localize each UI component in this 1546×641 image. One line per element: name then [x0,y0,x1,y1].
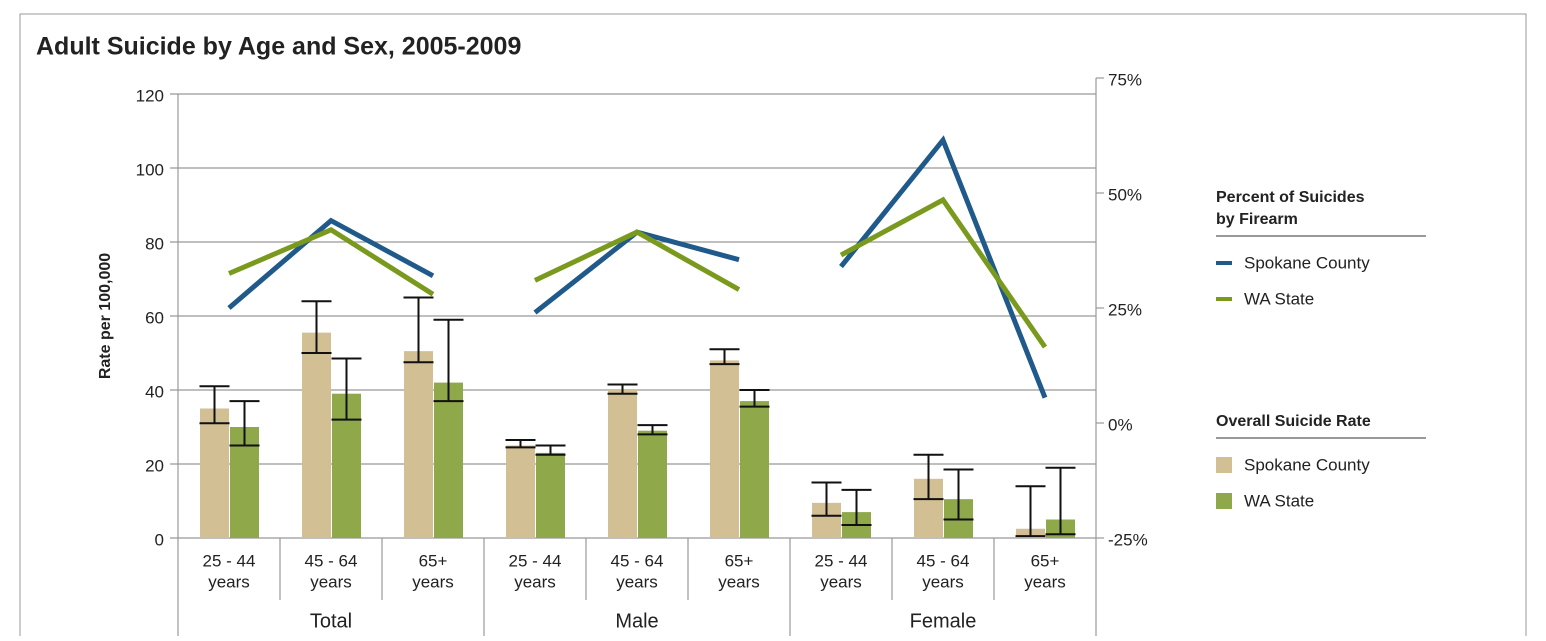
y-tick-label: 120 [136,86,164,105]
y2-tick-label: 75% [1108,70,1142,89]
x-tick-label: years [616,572,658,591]
line [533,229,741,292]
error-bar [1045,466,1076,536]
chart-title: Adult Suicide by Age and Sex, 2005-2009 [36,33,521,61]
bar [302,332,331,538]
y-tick-label: 20 [145,456,164,475]
x-tick-label: 45 - 64 [305,551,358,570]
x-tick-label: 65+ [725,551,754,570]
error-bar [229,400,260,447]
x-tick-label: years [922,572,964,591]
line [839,196,1048,349]
legend-label: WA State [1244,289,1314,308]
x-tick-label: 25 - 44 [203,551,256,570]
x-tick-label: years [310,572,352,591]
y-tick-label: 60 [145,308,164,327]
legend-title: Overall Suicide Rate [1216,413,1371,430]
y-tick-label: 40 [145,382,164,401]
y2-tick-label: 50% [1108,185,1142,204]
error-bar [913,453,944,501]
error-bar [739,389,770,408]
frame [19,13,1527,641]
error-bar [301,300,332,354]
legend-label: Spokane County [1244,253,1370,272]
group-label: Total [310,610,352,632]
x-tick-label: 65+ [419,551,448,570]
error-bar [709,348,740,366]
legend-swatch [1216,457,1232,473]
bar [710,360,739,538]
legend-title: by Firearm [1216,211,1298,228]
bar [434,382,463,538]
x-tick-label: years [412,572,454,591]
bar [638,430,667,538]
legend-title: Percent of Suicides [1216,189,1365,206]
legend-label: Spokane County [1244,455,1370,474]
x-tick-label: 45 - 64 [917,551,970,570]
legend-swatch [1216,493,1232,509]
y-tick-label: 80 [145,234,164,253]
error-bar [199,385,230,425]
error-bar [403,296,434,364]
x-tick-label: 65+ [1031,551,1060,570]
error-bar [505,438,536,449]
legend-label: WA State [1244,491,1314,510]
y-axis-label: Rate per 100,000 [97,253,114,379]
group-label: Female [910,610,977,632]
error-bar [841,488,872,527]
error-bar [433,318,464,403]
bar [200,408,229,538]
error-bar [637,424,668,436]
error-bar [1015,485,1046,538]
error-bar [331,357,362,421]
y-tick-label: 100 [136,160,164,179]
bar [404,351,433,538]
bar [608,390,637,538]
y2-tick-label: -25% [1108,530,1148,549]
y2-tick-label: 25% [1108,300,1142,319]
x-tick-label: years [820,572,862,591]
line [228,226,435,297]
x-tick-label: years [208,572,250,591]
x-tick-label: 25 - 44 [509,551,562,570]
error-bar [607,383,638,395]
bar [536,452,565,538]
line [839,135,1048,399]
error-bar [811,481,842,517]
x-tick-label: years [1024,572,1066,591]
x-tick-label: years [514,572,556,591]
x-tick-label: 25 - 44 [815,551,868,570]
y-tick-label: 0 [155,530,164,549]
group-label: Male [615,610,658,632]
x-tick-label: years [718,572,760,591]
x-tick-label: 45 - 64 [611,551,664,570]
error-bar [943,468,974,521]
bar [740,401,769,538]
line [227,217,435,310]
bar [506,445,535,538]
y2-tick-label: 0% [1108,415,1133,434]
error-bar [535,444,566,456]
